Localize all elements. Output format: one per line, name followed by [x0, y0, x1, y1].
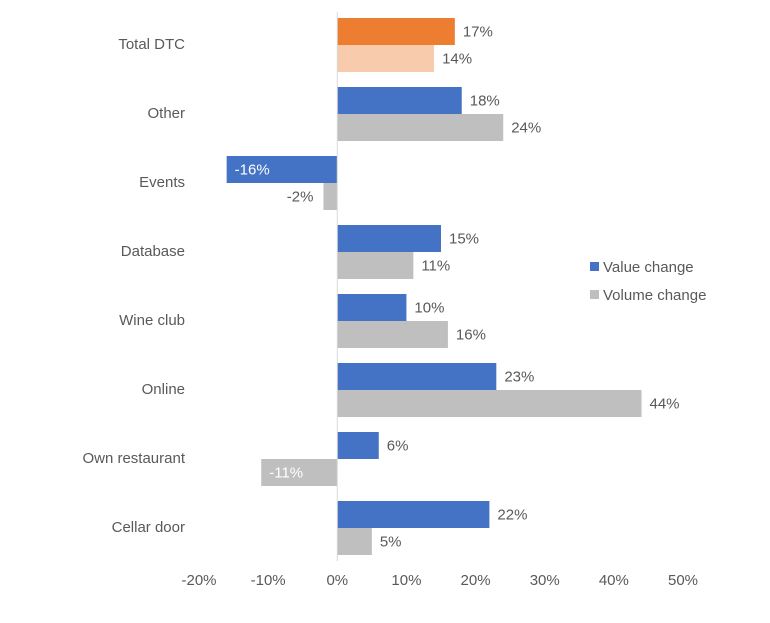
legend-label-value-change: Value change: [603, 259, 694, 276]
x-axis-tick-labels: -20% -10% 0% 10% 20% 30% 40% 50%: [181, 572, 698, 589]
legend: Value change Volume change: [590, 259, 706, 304]
bar-value-change-own-restaurant: [337, 432, 379, 459]
data-label-value-change-database: 15%: [449, 231, 479, 248]
category-label-cellar-door: Cellar door: [112, 519, 185, 536]
bar-volume-change-cellar-door: [337, 528, 372, 555]
x-tick-label: 50%: [668, 572, 698, 589]
data-label-volume-change-events: -2%: [287, 189, 314, 206]
data-label-value-change-online: 23%: [504, 369, 534, 386]
data-label-volume-change-total-dtc: 14%: [442, 51, 472, 68]
data-label-value-change-other: 18%: [470, 93, 500, 110]
bar-volume-change-online: [337, 390, 642, 417]
bar-volume-change-wine-club: [337, 321, 448, 348]
data-label-volume-change-wine-club: 16%: [456, 327, 486, 344]
category-label-wine-club: Wine club: [119, 312, 185, 329]
bar-value-change-events: [226, 156, 338, 183]
data-label-value-change-own-restaurant: 6%: [387, 438, 409, 455]
data-label-volume-change-online: 44%: [650, 396, 680, 413]
x-tick-label: 10%: [391, 572, 421, 589]
bar-volume-change-total-dtc: [337, 45, 435, 72]
bar-value-change-other: [337, 87, 462, 114]
data-label-value-change-wine-club: 10%: [414, 300, 444, 317]
category-label-other: Other: [147, 105, 185, 122]
category-label-total-dtc: Total DTC: [118, 36, 185, 53]
x-tick-label: 40%: [599, 572, 629, 589]
bar-value-change-total-dtc: [337, 18, 455, 45]
category-label-own-restaurant: Own restaurant: [82, 450, 185, 467]
bars-layer: [226, 18, 642, 555]
bar-value-change-online: [337, 363, 497, 390]
legend-swatch-value-change: [590, 262, 599, 271]
data-label-value-change-events: -16%: [235, 162, 270, 179]
data-label-volume-change-database: 11%: [421, 258, 450, 275]
data-label-volume-change-own-restaurant: -11%: [269, 465, 303, 482]
bar-volume-change-events: [323, 183, 338, 210]
category-label-online: Online: [142, 381, 185, 398]
x-tick-label: -20%: [181, 572, 216, 589]
data-label-value-change-cellar-door: 22%: [497, 507, 527, 524]
data-label-volume-change-other: 24%: [511, 120, 541, 137]
bar-value-change-cellar-door: [337, 501, 490, 528]
data-label-volume-change-cellar-door: 5%: [380, 534, 402, 551]
category-label-events: Events: [139, 174, 185, 191]
category-label-database: Database: [121, 243, 185, 260]
bar-volume-change-database: [337, 252, 414, 279]
bar-value-change-database: [337, 225, 441, 252]
x-tick-label: 20%: [461, 572, 491, 589]
bar-volume-change-other: [337, 114, 504, 141]
legend-swatch-volume-change: [590, 290, 599, 299]
bar-value-change-wine-club: [337, 294, 407, 321]
x-tick-label: -10%: [251, 572, 286, 589]
bar-volume-change-own-restaurant: [261, 459, 338, 486]
x-tick-label: 0%: [326, 572, 348, 589]
x-tick-label: 30%: [530, 572, 560, 589]
data-labels-layer: 17% 14% 18% 24% -16% -2% 15% 11% 10% 16% 23% 44% 6% -…: [235, 24, 680, 551]
data-label-value-change-total-dtc: 17%: [463, 24, 493, 41]
legend-label-volume-change: Volume change: [603, 287, 706, 304]
category-labels-layer: Total DTC Other Events Database Wine club Onl…: [82, 36, 185, 536]
